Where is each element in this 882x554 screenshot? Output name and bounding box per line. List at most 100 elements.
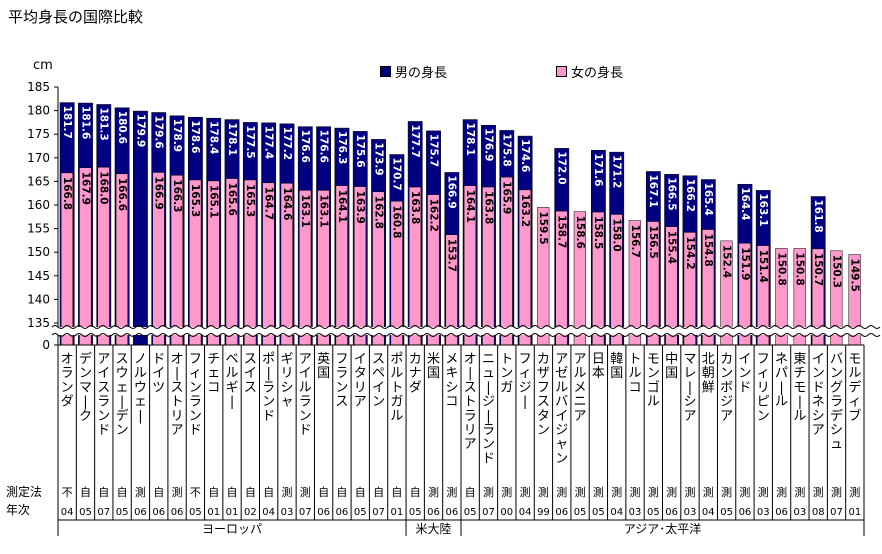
category-label: カザフスタン bbox=[537, 352, 550, 438]
data-label-female: 162.8 bbox=[372, 196, 384, 229]
year-value: 05 bbox=[574, 507, 587, 518]
method-value: 測 bbox=[281, 485, 292, 499]
category-label: オ|ストラリア bbox=[464, 352, 477, 452]
category-label: アイルランド bbox=[299, 352, 312, 438]
data-label-male: 175.8 bbox=[501, 133, 513, 166]
method-row-label: 測定法 bbox=[6, 484, 42, 499]
data-label-male: 166.2 bbox=[684, 179, 696, 212]
data-label-male: 161.8 bbox=[812, 200, 824, 233]
method-value: 測 bbox=[520, 485, 531, 499]
method-value: 測 bbox=[684, 485, 695, 499]
method-value: 測 bbox=[428, 485, 439, 499]
year-value: 03 bbox=[281, 507, 294, 518]
year-value: 01 bbox=[226, 507, 239, 518]
method-value: 測 bbox=[300, 485, 311, 499]
category-label: デンマ|ク bbox=[79, 351, 92, 424]
year-value: 99 bbox=[537, 507, 550, 518]
category-label: アイスランド bbox=[97, 352, 110, 438]
axis-break-line-top bbox=[51, 325, 881, 329]
category-label: ニュ|ジ|ランド bbox=[482, 352, 495, 466]
category-label: トンガ bbox=[500, 352, 513, 395]
year-value: 06 bbox=[775, 507, 788, 518]
year-value: 03 bbox=[757, 507, 770, 518]
method-value: 測 bbox=[721, 485, 732, 499]
data-label-female: 164.1 bbox=[336, 190, 348, 223]
data-label-female: 163.9 bbox=[354, 191, 366, 224]
method-value: 測 bbox=[172, 485, 183, 499]
data-label-female: 151.9 bbox=[739, 247, 751, 280]
year-value: 06 bbox=[134, 507, 147, 518]
year-value: 03 bbox=[794, 507, 807, 518]
data-label-male: 172.0 bbox=[556, 151, 568, 184]
year-value: 04 bbox=[262, 507, 275, 518]
data-label-female: 150.7 bbox=[812, 253, 824, 286]
data-label-female: 153.7 bbox=[446, 239, 458, 272]
category-label: アルメニア bbox=[574, 352, 587, 424]
data-label-female: 152.4 bbox=[720, 245, 732, 278]
data-label-female: 162.2 bbox=[427, 199, 439, 232]
category-label: ポルトガル bbox=[390, 352, 403, 424]
category-label: カンボジア bbox=[720, 352, 733, 424]
method-value: 自 bbox=[227, 486, 238, 499]
data-label-female: 165.6 bbox=[226, 183, 238, 216]
data-label-male: 177.7 bbox=[409, 124, 421, 157]
method-value: 測 bbox=[575, 485, 586, 499]
year-value: 06 bbox=[171, 507, 184, 518]
year-row-label: 年次 bbox=[6, 503, 30, 517]
data-label-female: 166.6 bbox=[116, 178, 128, 211]
group-label: アジア･太平洋 bbox=[624, 521, 702, 536]
data-label-female: 149.5 bbox=[849, 259, 861, 292]
method-value: 測 bbox=[666, 485, 677, 499]
category-label: ドイツ bbox=[152, 352, 165, 395]
data-label-female: 163.8 bbox=[409, 191, 421, 224]
y-tick-label: 160 bbox=[27, 198, 50, 212]
data-label-male: 171.2 bbox=[611, 155, 623, 188]
method-value: 測 bbox=[538, 485, 549, 499]
category-label: 東チモ|ル bbox=[793, 351, 806, 424]
method-value: 自 bbox=[355, 486, 366, 499]
method-value: 測 bbox=[758, 485, 769, 499]
method-value: 測 bbox=[703, 485, 714, 499]
year-value: 06 bbox=[317, 507, 330, 518]
method-value: 測 bbox=[739, 485, 750, 499]
year-value: 07 bbox=[482, 507, 495, 518]
category-label: 英国 bbox=[317, 352, 330, 381]
category-label: フィリピン bbox=[757, 352, 770, 424]
category-label: スペイン bbox=[372, 352, 385, 410]
category-label: モルディブ bbox=[848, 352, 861, 424]
year-value: 07 bbox=[830, 507, 843, 518]
category-label: ノルウェ| bbox=[134, 352, 147, 424]
legend-swatch-male bbox=[380, 66, 391, 77]
data-label-male: 175.6 bbox=[354, 134, 366, 167]
category-label: バングラデシュ bbox=[830, 352, 843, 452]
year-value: 04 bbox=[702, 507, 715, 518]
data-label-male: 176.9 bbox=[482, 128, 494, 161]
data-label-female: 163.1 bbox=[299, 194, 311, 227]
data-label-female: 163.8 bbox=[482, 191, 494, 224]
method-value: 測 bbox=[813, 485, 824, 499]
category-label: ネパ|ル bbox=[775, 352, 788, 410]
category-label: インド bbox=[738, 352, 751, 395]
data-label-male: 171.6 bbox=[592, 153, 604, 186]
method-value: 測 bbox=[794, 485, 805, 499]
data-label-male: 167.1 bbox=[647, 174, 659, 207]
year-value: 00 bbox=[500, 507, 513, 518]
data-label-male: 163.1 bbox=[757, 193, 769, 226]
group-label: 米大陸 bbox=[416, 522, 452, 536]
year-value: 03 bbox=[684, 507, 697, 518]
data-label-male: 180.6 bbox=[116, 111, 128, 144]
year-value: 05 bbox=[189, 507, 202, 518]
category-label: オランダ bbox=[61, 352, 74, 410]
year-value: 08 bbox=[812, 507, 825, 518]
data-label-male: 165.4 bbox=[702, 183, 714, 216]
method-value: 測 bbox=[831, 485, 842, 499]
data-label-male: 178.6 bbox=[189, 120, 201, 153]
data-label-male: 166.9 bbox=[446, 175, 458, 208]
year-value: 06 bbox=[336, 507, 349, 518]
method-value: 測 bbox=[501, 485, 512, 499]
data-label-female: 154.2 bbox=[684, 236, 696, 269]
method-value: 自 bbox=[80, 486, 91, 499]
data-label-female: 158.5 bbox=[592, 216, 604, 249]
